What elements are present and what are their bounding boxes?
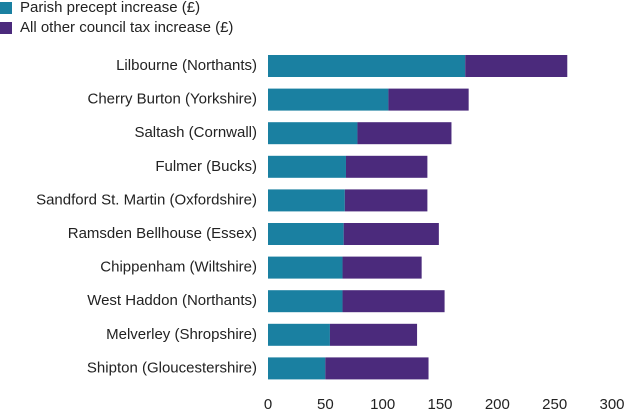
bar-segment	[268, 223, 344, 245]
bar-segment	[329, 323, 418, 346]
bar-segment	[268, 155, 346, 178]
bar-segment	[344, 189, 428, 212]
x-tick-label: 300	[599, 396, 624, 413]
y-tick-label: Ramsden Bellhouse (Essex)	[68, 225, 257, 242]
legend-label: All other council tax increase (£)	[20, 19, 233, 36]
bar-segment	[343, 223, 439, 245]
bar-segment	[268, 122, 358, 145]
bar-segment	[268, 323, 330, 346]
y-tick-label: Fulmer (Bucks)	[155, 158, 257, 175]
bar-segment	[342, 256, 422, 279]
bar-segment	[268, 357, 326, 380]
y-tick-label: West Haddon (Northants)	[87, 292, 257, 309]
bar-segment	[268, 256, 343, 279]
bar-segment	[325, 357, 429, 380]
x-tick-label: 250	[542, 396, 567, 413]
y-tick-label: Saltash (Cornwall)	[134, 124, 257, 141]
legend-swatch	[0, 2, 12, 14]
bar-segment	[268, 189, 345, 212]
bar-segment	[268, 290, 343, 313]
x-tick-label: 50	[317, 396, 334, 413]
x-tick-label: 0	[264, 396, 272, 413]
bar-segment	[268, 55, 466, 77]
bar-segment	[345, 155, 428, 178]
y-tick-label: Chippenham (Wiltshire)	[100, 259, 257, 276]
x-tick-label: 100	[370, 396, 395, 413]
bar-segment	[342, 290, 445, 313]
x-tick-label: 150	[427, 396, 452, 413]
y-tick-label: Lilbourne (Northants)	[116, 57, 257, 74]
y-tick-label: Shipton (Gloucestershire)	[87, 359, 257, 376]
bar-segment	[388, 88, 469, 111]
bar-segment	[268, 88, 389, 111]
legend-label: Parish precept increase (£)	[20, 0, 200, 16]
y-tick-label: Melverley (Shropshire)	[106, 326, 257, 343]
x-tick-label: 200	[485, 396, 510, 413]
bar-segment	[465, 55, 568, 77]
bar-segment	[357, 122, 452, 145]
y-tick-label: Cherry Burton (Yorkshire)	[87, 91, 257, 108]
y-tick-label: Sandford St. Martin (Oxfordshire)	[36, 191, 257, 208]
legend-swatch	[0, 22, 12, 34]
